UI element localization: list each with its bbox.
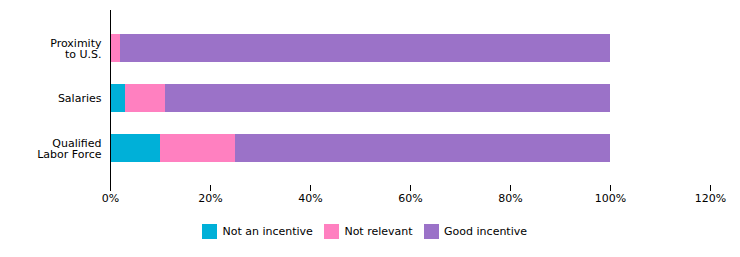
svg-text:20%: 20%: [198, 192, 222, 205]
svg-text:120%: 120%: [695, 192, 726, 205]
html-text:Not relevant: Not relevant: [344, 225, 413, 238]
svg-text:100%: 100%: [595, 192, 626, 205]
svg-text:40%: 40%: [298, 192, 322, 205]
svg-text:Proximityto U.S.: Proximityto U.S.: [50, 37, 102, 61]
svg-text:60%: 60%: [398, 192, 422, 205]
svg-text:80%: 80%: [498, 192, 522, 205]
svg-text:Salaries: Salaries: [58, 92, 102, 105]
html-text:Good incentive: Good incentive: [444, 225, 527, 238]
svg-text:0%: 0%: [102, 192, 119, 205]
svg-text:QualifiedLabor Force: QualifiedLabor Force: [37, 137, 102, 161]
html-text:Not an incentive: Not an incentive: [222, 225, 313, 238]
